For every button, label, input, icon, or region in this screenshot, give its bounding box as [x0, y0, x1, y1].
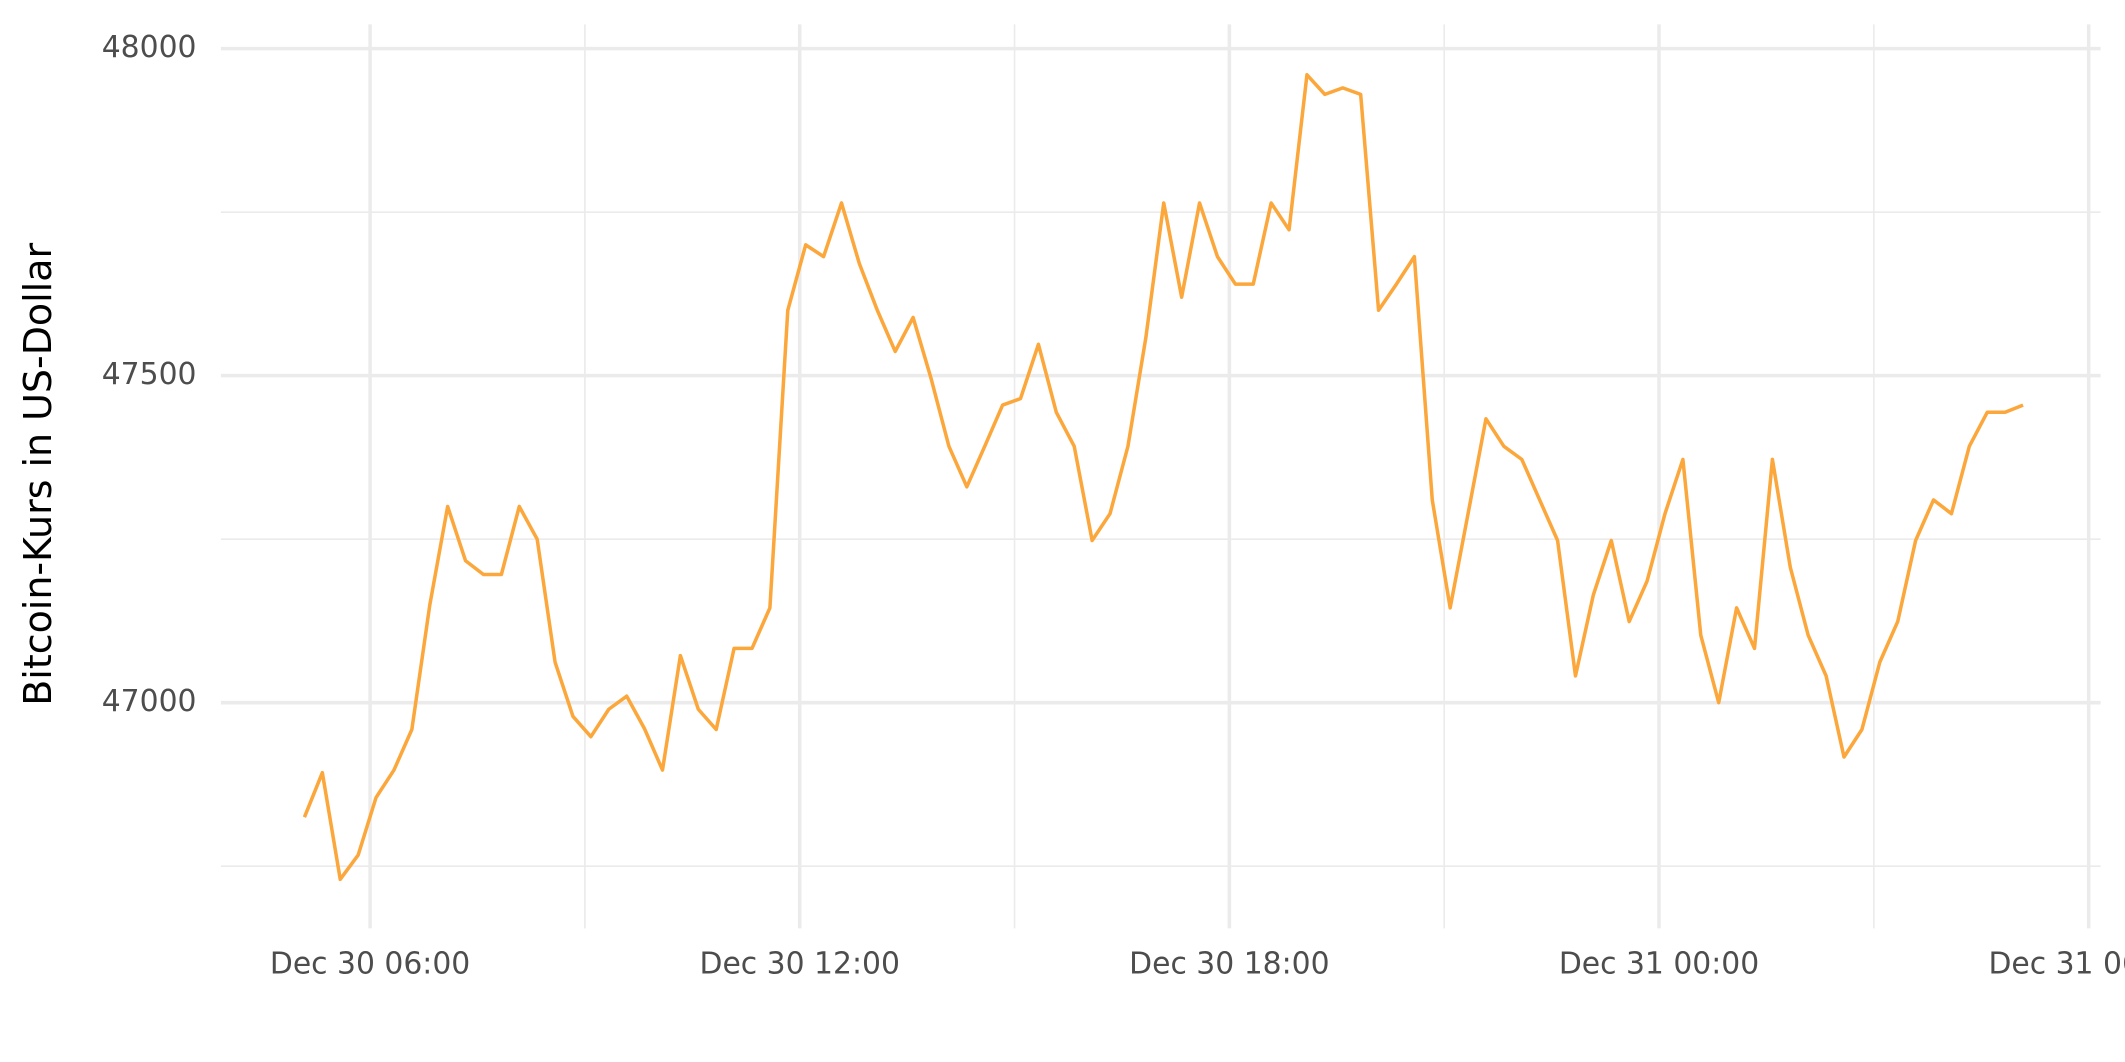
- x-tick-label: Dec 30 06:00: [270, 946, 470, 981]
- y-tick-label: 48000: [102, 30, 197, 65]
- y-tick-label: 47500: [102, 357, 197, 392]
- x-tick-label: Dec 31 06:00: [1988, 946, 2125, 981]
- x-tick-label: Dec 31 00:00: [1559, 946, 1759, 981]
- y-axis-title: Bitcoin-Kurs in US-Dollar: [16, 243, 60, 706]
- x-tick-label: Dec 30 12:00: [700, 946, 900, 981]
- x-tick-label: Dec 30 18:00: [1129, 946, 1329, 981]
- y-tick-label: 47000: [102, 684, 197, 719]
- price-line: [302, 73, 2024, 882]
